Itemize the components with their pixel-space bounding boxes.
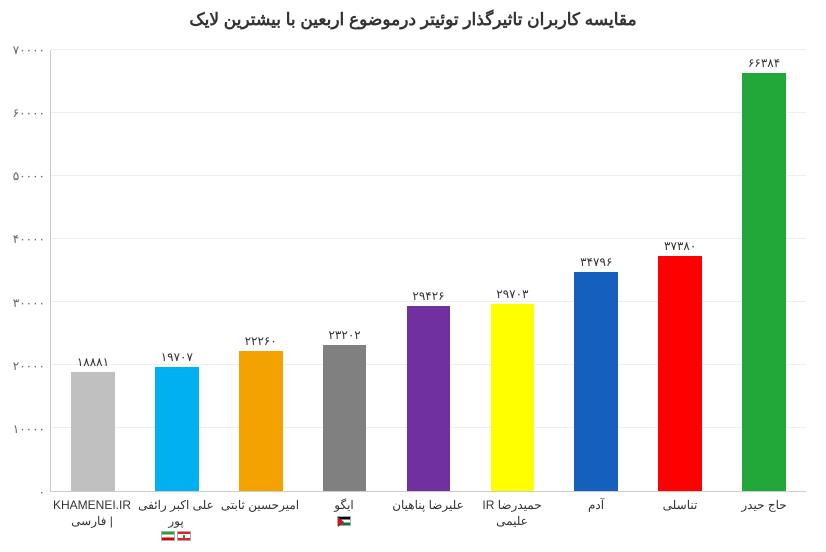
- flag-palestine-icon: [337, 516, 351, 526]
- flag-iran-icon: [161, 531, 175, 541]
- bar-value-label: ۱۸۸۸۱: [77, 355, 109, 369]
- bar-slot: ۱۸۸۸۱: [51, 50, 135, 491]
- category-label-text: آدم: [588, 498, 604, 514]
- bar-value-label: ۳۴۷۹۶: [580, 255, 612, 269]
- category-label-text: ایگو: [334, 498, 354, 514]
- bars-group: ۶۶۳۸۴ ۳۷۳۸۰ ۳۴۷۹۶ ۲۹۷۰۳ ۲۹۴۲۶ ۲۳۲۰۲ ۲۲۲۶۰ ۱۹۷۰۷…: [51, 50, 806, 491]
- bar-value-label: ۲۹۴۲۶: [412, 289, 444, 303]
- bar-value-label: ۲۹۷۰۳: [496, 287, 528, 301]
- bar-rect: [742, 73, 786, 491]
- x-axis-label: علیرضا پناهیان: [386, 492, 470, 552]
- bar-rect: [574, 272, 618, 491]
- bar-rect: [658, 256, 702, 491]
- x-axis-label: حاج حیدر: [722, 492, 806, 552]
- category-label-text: علی اکبر رائفی پور: [134, 498, 218, 529]
- bar-slot: ۳۴۷۹۶: [554, 50, 638, 491]
- y-tick-label: ۲۰۰۰۰: [13, 359, 45, 373]
- x-axis-label: ایگو: [302, 492, 386, 552]
- x-axis-label: حمیدرضا IR علیمی: [470, 492, 554, 552]
- y-tick-label: ۱۰۰۰۰: [13, 422, 45, 436]
- x-axis-label: امیرحسین ثابتی: [218, 492, 302, 552]
- chart-title: مقایسه کاربران تاثیرگذار توئیتر درموضوع …: [0, 0, 826, 30]
- x-axis-labels: حاج حیدر تناسلی آدم حمیدرضا IR علیمی علیرضا …: [50, 492, 806, 552]
- plot-area: ۶۶۳۸۴ ۳۷۳۸۰ ۳۴۷۹۶ ۲۹۷۰۳ ۲۹۴۲۶ ۲۳۲۰۲ ۲۲۲۶۰ ۱۹۷۰۷…: [50, 50, 806, 492]
- category-label-text: امیرحسین ثابتی: [221, 498, 299, 514]
- chart-container: مقایسه کاربران تاثیرگذار توئیتر درموضوع …: [0, 0, 826, 552]
- bar-rect: [71, 372, 115, 491]
- flag-lebanon-icon: [177, 531, 191, 541]
- y-tick-label: ۰: [39, 485, 45, 499]
- x-axis-label: KHAMENEI.IR | فارسی: [50, 492, 134, 552]
- category-label-text: KHAMENEI.IR | فارسی: [50, 498, 134, 529]
- x-axis-label: تناسلی: [638, 492, 722, 552]
- bar-value-label: ۶۶۳۸۴: [748, 56, 780, 70]
- category-label-text: تناسلی: [663, 498, 698, 514]
- bar-slot: ۲۳۲۰۲: [303, 50, 387, 491]
- bar-slot: ۱۹۷۰۷: [135, 50, 219, 491]
- bar-slot: ۶۶۳۸۴: [722, 50, 806, 491]
- bar-slot: ۲۹۷۰۳: [470, 50, 554, 491]
- bar-rect: [407, 306, 451, 491]
- y-tick-label: ۷۰۰۰۰: [13, 43, 45, 57]
- y-tick-label: ۵۰۰۰۰: [13, 169, 45, 183]
- category-label-text: حاج حیدر: [741, 498, 786, 514]
- bar-slot: ۲۲۲۶۰: [219, 50, 303, 491]
- bar-slot: ۲۹۴۲۶: [387, 50, 471, 491]
- bar-rect: [239, 351, 283, 491]
- x-axis-label: علی اکبر رائفی پور: [134, 492, 218, 552]
- bar-rect: [323, 345, 367, 491]
- bar-value-label: ۲۳۲۰۲: [328, 328, 360, 342]
- y-tick-label: ۶۰۰۰۰: [13, 106, 45, 120]
- category-label-text: حمیدرضا IR علیمی: [470, 498, 554, 529]
- y-tick-label: ۴۰۰۰۰: [13, 232, 45, 246]
- bar-value-label: ۲۲۲۶۰: [245, 334, 277, 348]
- bar-value-label: ۱۹۷۰۷: [161, 350, 193, 364]
- y-axis: ۰۱۰۰۰۰۲۰۰۰۰۳۰۰۰۰۴۰۰۰۰۵۰۰۰۰۶۰۰۰۰۷۰۰۰۰: [0, 50, 50, 492]
- bar-slot: ۳۷۳۸۰: [638, 50, 722, 491]
- y-tick-label: ۳۰۰۰۰: [13, 296, 45, 310]
- bar-rect: [155, 367, 199, 491]
- bar-rect: [491, 304, 535, 491]
- x-axis-label: آدم: [554, 492, 638, 552]
- category-label-text: علیرضا پناهیان: [392, 498, 464, 514]
- bar-value-label: ۳۷۳۸۰: [664, 239, 696, 253]
